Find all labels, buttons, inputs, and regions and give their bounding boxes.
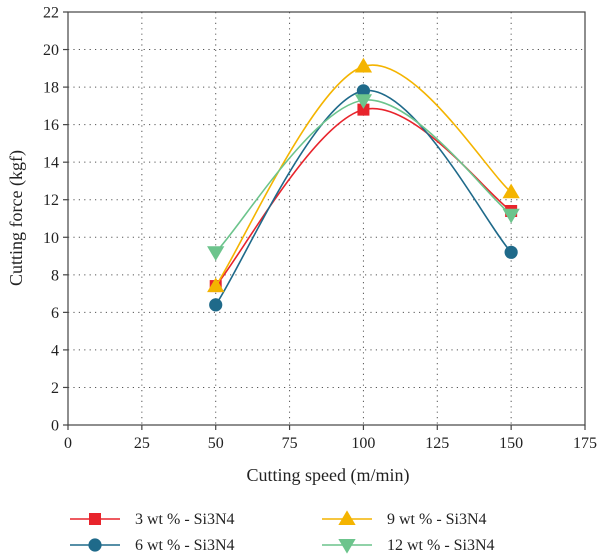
y-tick-label: 12 [43,192,59,209]
data-point [357,103,370,116]
data-point [502,183,520,199]
data-point [356,84,371,98]
y-axis-title: Cutting force (kgf) [6,150,27,286]
data-point [502,208,520,224]
legend-item: 3 wt % - Si3N4 [70,511,235,528]
series-line [215,99,512,253]
series-3 [207,57,520,293]
data-point [504,245,518,259]
legend-label: 9 wt % - Si3N4 [387,511,487,528]
plot-frame [67,11,586,426]
x-tick-label: 50 [208,435,224,452]
data-point [207,246,225,261]
legend-label: 12 wt % - Si3N4 [387,537,495,554]
legend: 3 wt % - Si3N4 9 wt % - Si3N4 6 wt % - Si3… [70,510,495,554]
data-point [354,57,373,73]
x-tick-label: 0 [64,435,72,452]
axes: 0 25 50 75 100 125 150 175 0 2 4 6 8 10 12 14 16 18 20 22 [43,5,597,453]
series-4 [207,94,520,261]
legend-marker [88,538,102,552]
grid [68,12,585,425]
data-point [354,94,373,109]
x-tick-label: 150 [499,435,523,452]
y-tick-label: 20 [43,42,59,59]
data-point [209,298,223,312]
legend-item: 9 wt % - Si3N4 [322,510,487,528]
x-tick-label: 125 [425,435,449,452]
y-tick-label: 18 [43,80,59,97]
x-tick-label: 100 [351,435,375,452]
y-tick-label: 0 [51,418,59,435]
y-tick-label: 22 [43,5,59,22]
legend-marker [89,513,101,525]
series-line [215,90,512,306]
legend-marker [338,510,356,525]
y-tick-label: 4 [51,342,59,359]
x-tick-label: 75 [282,435,298,452]
series-2 [209,84,518,312]
x-tick-label: 175 [573,435,597,452]
y-tick-label: 6 [51,305,59,322]
x-tick-label: 25 [134,435,150,452]
legend-item: 12 wt % - Si3N4 [322,537,495,554]
legend-marker [338,539,356,554]
y-tick-label: 2 [51,380,59,397]
legend-label: 3 wt % - Si3N4 [135,511,235,528]
series-line [215,107,512,287]
x-axis-title: Cutting speed (m/min) [247,465,410,486]
data-point [207,277,225,293]
y-tick-label: 8 [51,267,59,284]
y-tick-label: 16 [43,117,59,134]
y-tick-label: 14 [43,155,59,172]
legend-item: 6 wt % - Si3N4 [70,537,235,554]
y-tick-label: 10 [43,230,59,247]
legend-label: 6 wt % - Si3N4 [135,537,235,554]
series-group [207,57,520,312]
